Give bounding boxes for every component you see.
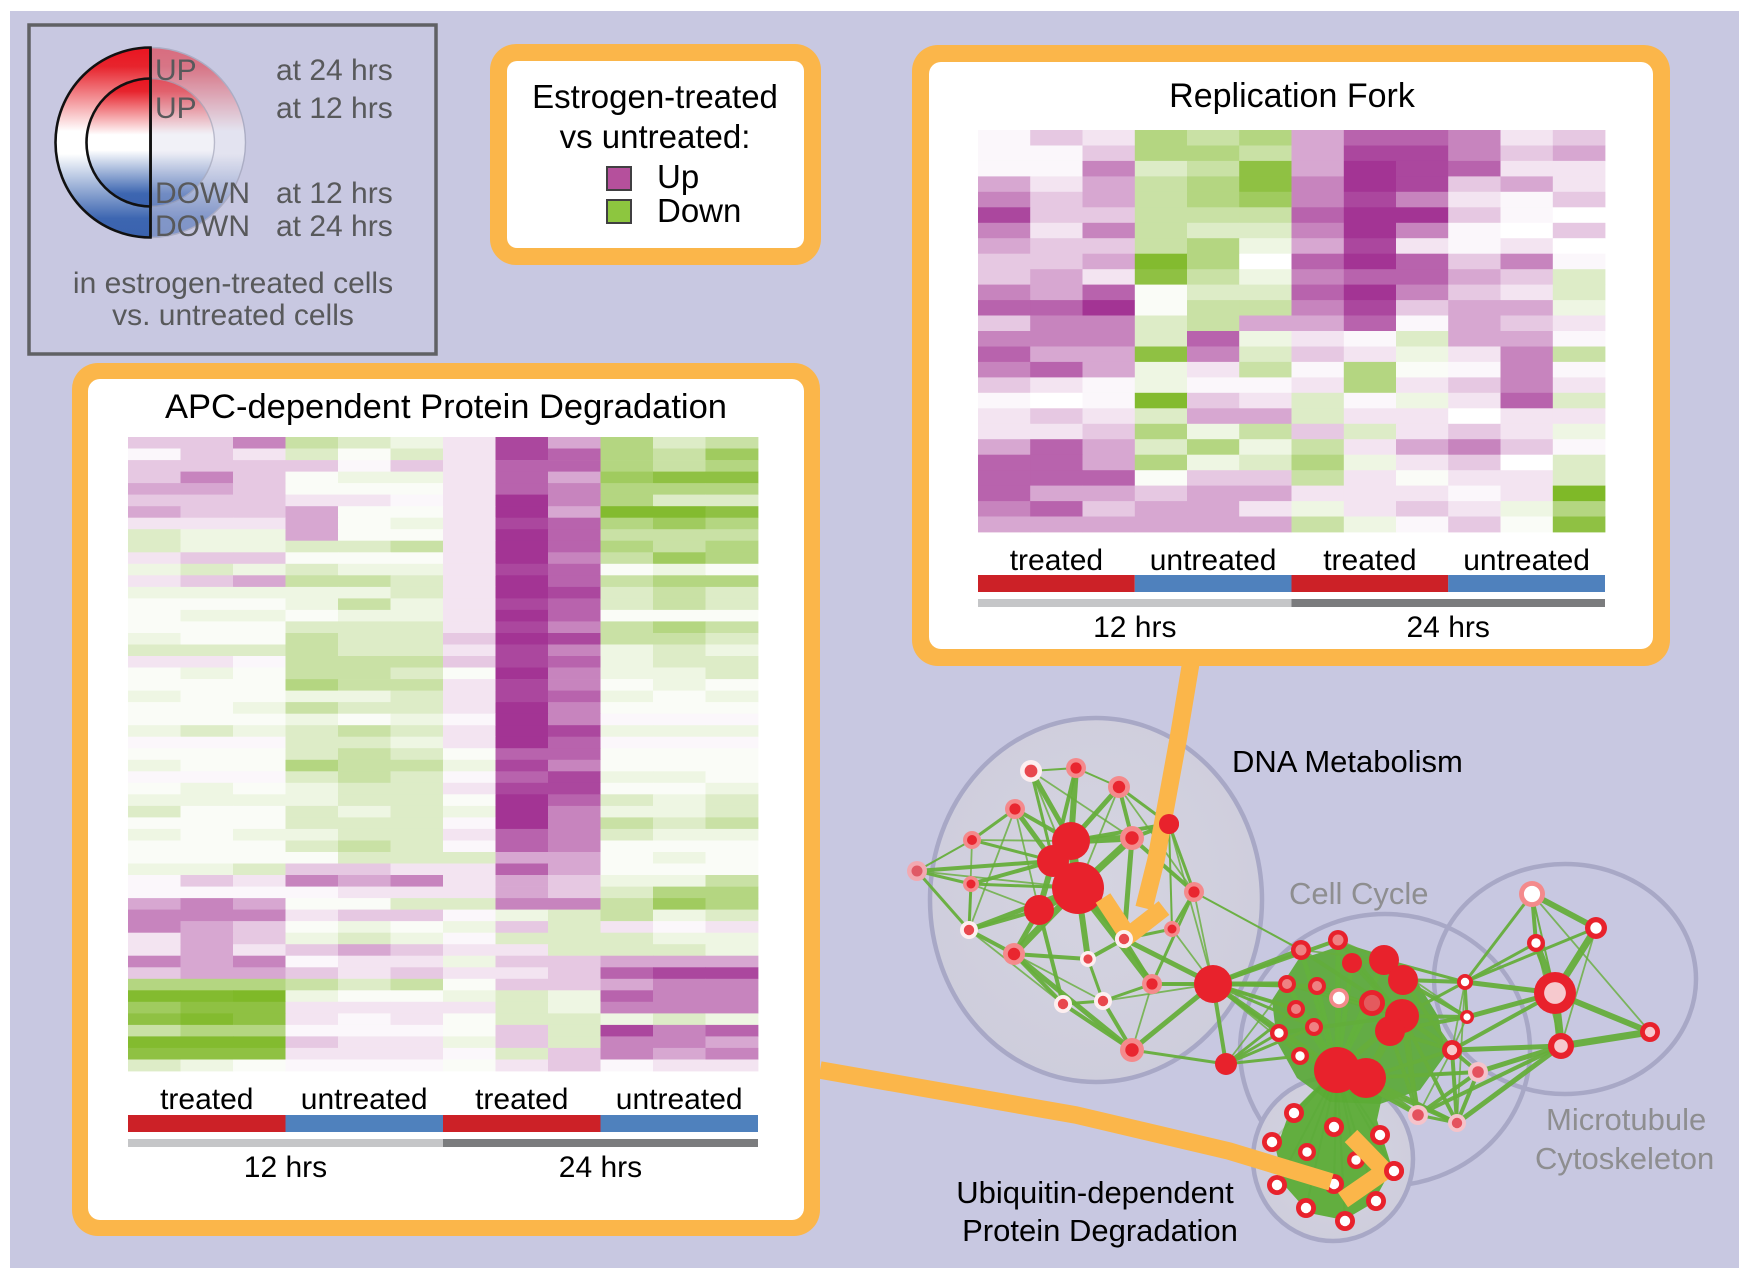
svg-text:24 hrs: 24 hrs (559, 1151, 642, 1184)
svg-text:treated: treated (160, 1083, 253, 1116)
svg-text:treated: treated (1323, 544, 1416, 577)
svg-text:DNA Metabolism: DNA Metabolism (1232, 744, 1463, 779)
svg-text:12 hrs: 12 hrs (244, 1151, 327, 1184)
svg-text:treated: treated (1010, 544, 1103, 577)
svg-text:Microtubule: Microtubule (1546, 1102, 1706, 1137)
svg-text:vs untreated:: vs untreated: (560, 118, 751, 155)
svg-text:in estrogen-treated cells: in estrogen-treated cells (73, 267, 393, 300)
svg-text:DOWN: DOWN (155, 210, 250, 243)
svg-text:12 hrs: 12 hrs (1093, 611, 1176, 644)
svg-text:Down: Down (657, 192, 741, 229)
svg-text:Replication Fork: Replication Fork (1169, 77, 1416, 115)
svg-text:untreated: untreated (1150, 544, 1277, 577)
svg-text:APC-dependent Protein Degradat: APC-dependent Protein Degradation (165, 388, 727, 426)
svg-text:vs. untreated cells: vs. untreated cells (112, 299, 354, 332)
svg-text:Up: Up (657, 158, 699, 195)
svg-text:untreated: untreated (1463, 544, 1590, 577)
svg-text:Ubiquitin-dependent: Ubiquitin-dependent (956, 1175, 1234, 1210)
svg-text:Estrogen-treated: Estrogen-treated (532, 78, 778, 115)
svg-text:Cytoskeleton: Cytoskeleton (1535, 1141, 1714, 1176)
svg-text:untreated: untreated (616, 1083, 743, 1116)
svg-text:Cell Cycle: Cell Cycle (1289, 876, 1429, 911)
svg-text:DOWN: DOWN (155, 177, 250, 210)
svg-text:at 12 hrs: at 12 hrs (276, 177, 393, 210)
svg-text:UP: UP (155, 92, 197, 125)
svg-text:UP: UP (155, 54, 197, 87)
svg-text:at 24 hrs: at 24 hrs (276, 210, 393, 243)
svg-text:at 12 hrs: at 12 hrs (276, 92, 393, 125)
svg-text:treated: treated (475, 1083, 568, 1116)
svg-text:Protein Degradation: Protein Degradation (962, 1213, 1238, 1248)
svg-text:untreated: untreated (301, 1083, 428, 1116)
svg-text:at 24 hrs: at 24 hrs (276, 54, 393, 87)
svg-text:24 hrs: 24 hrs (1407, 611, 1490, 644)
